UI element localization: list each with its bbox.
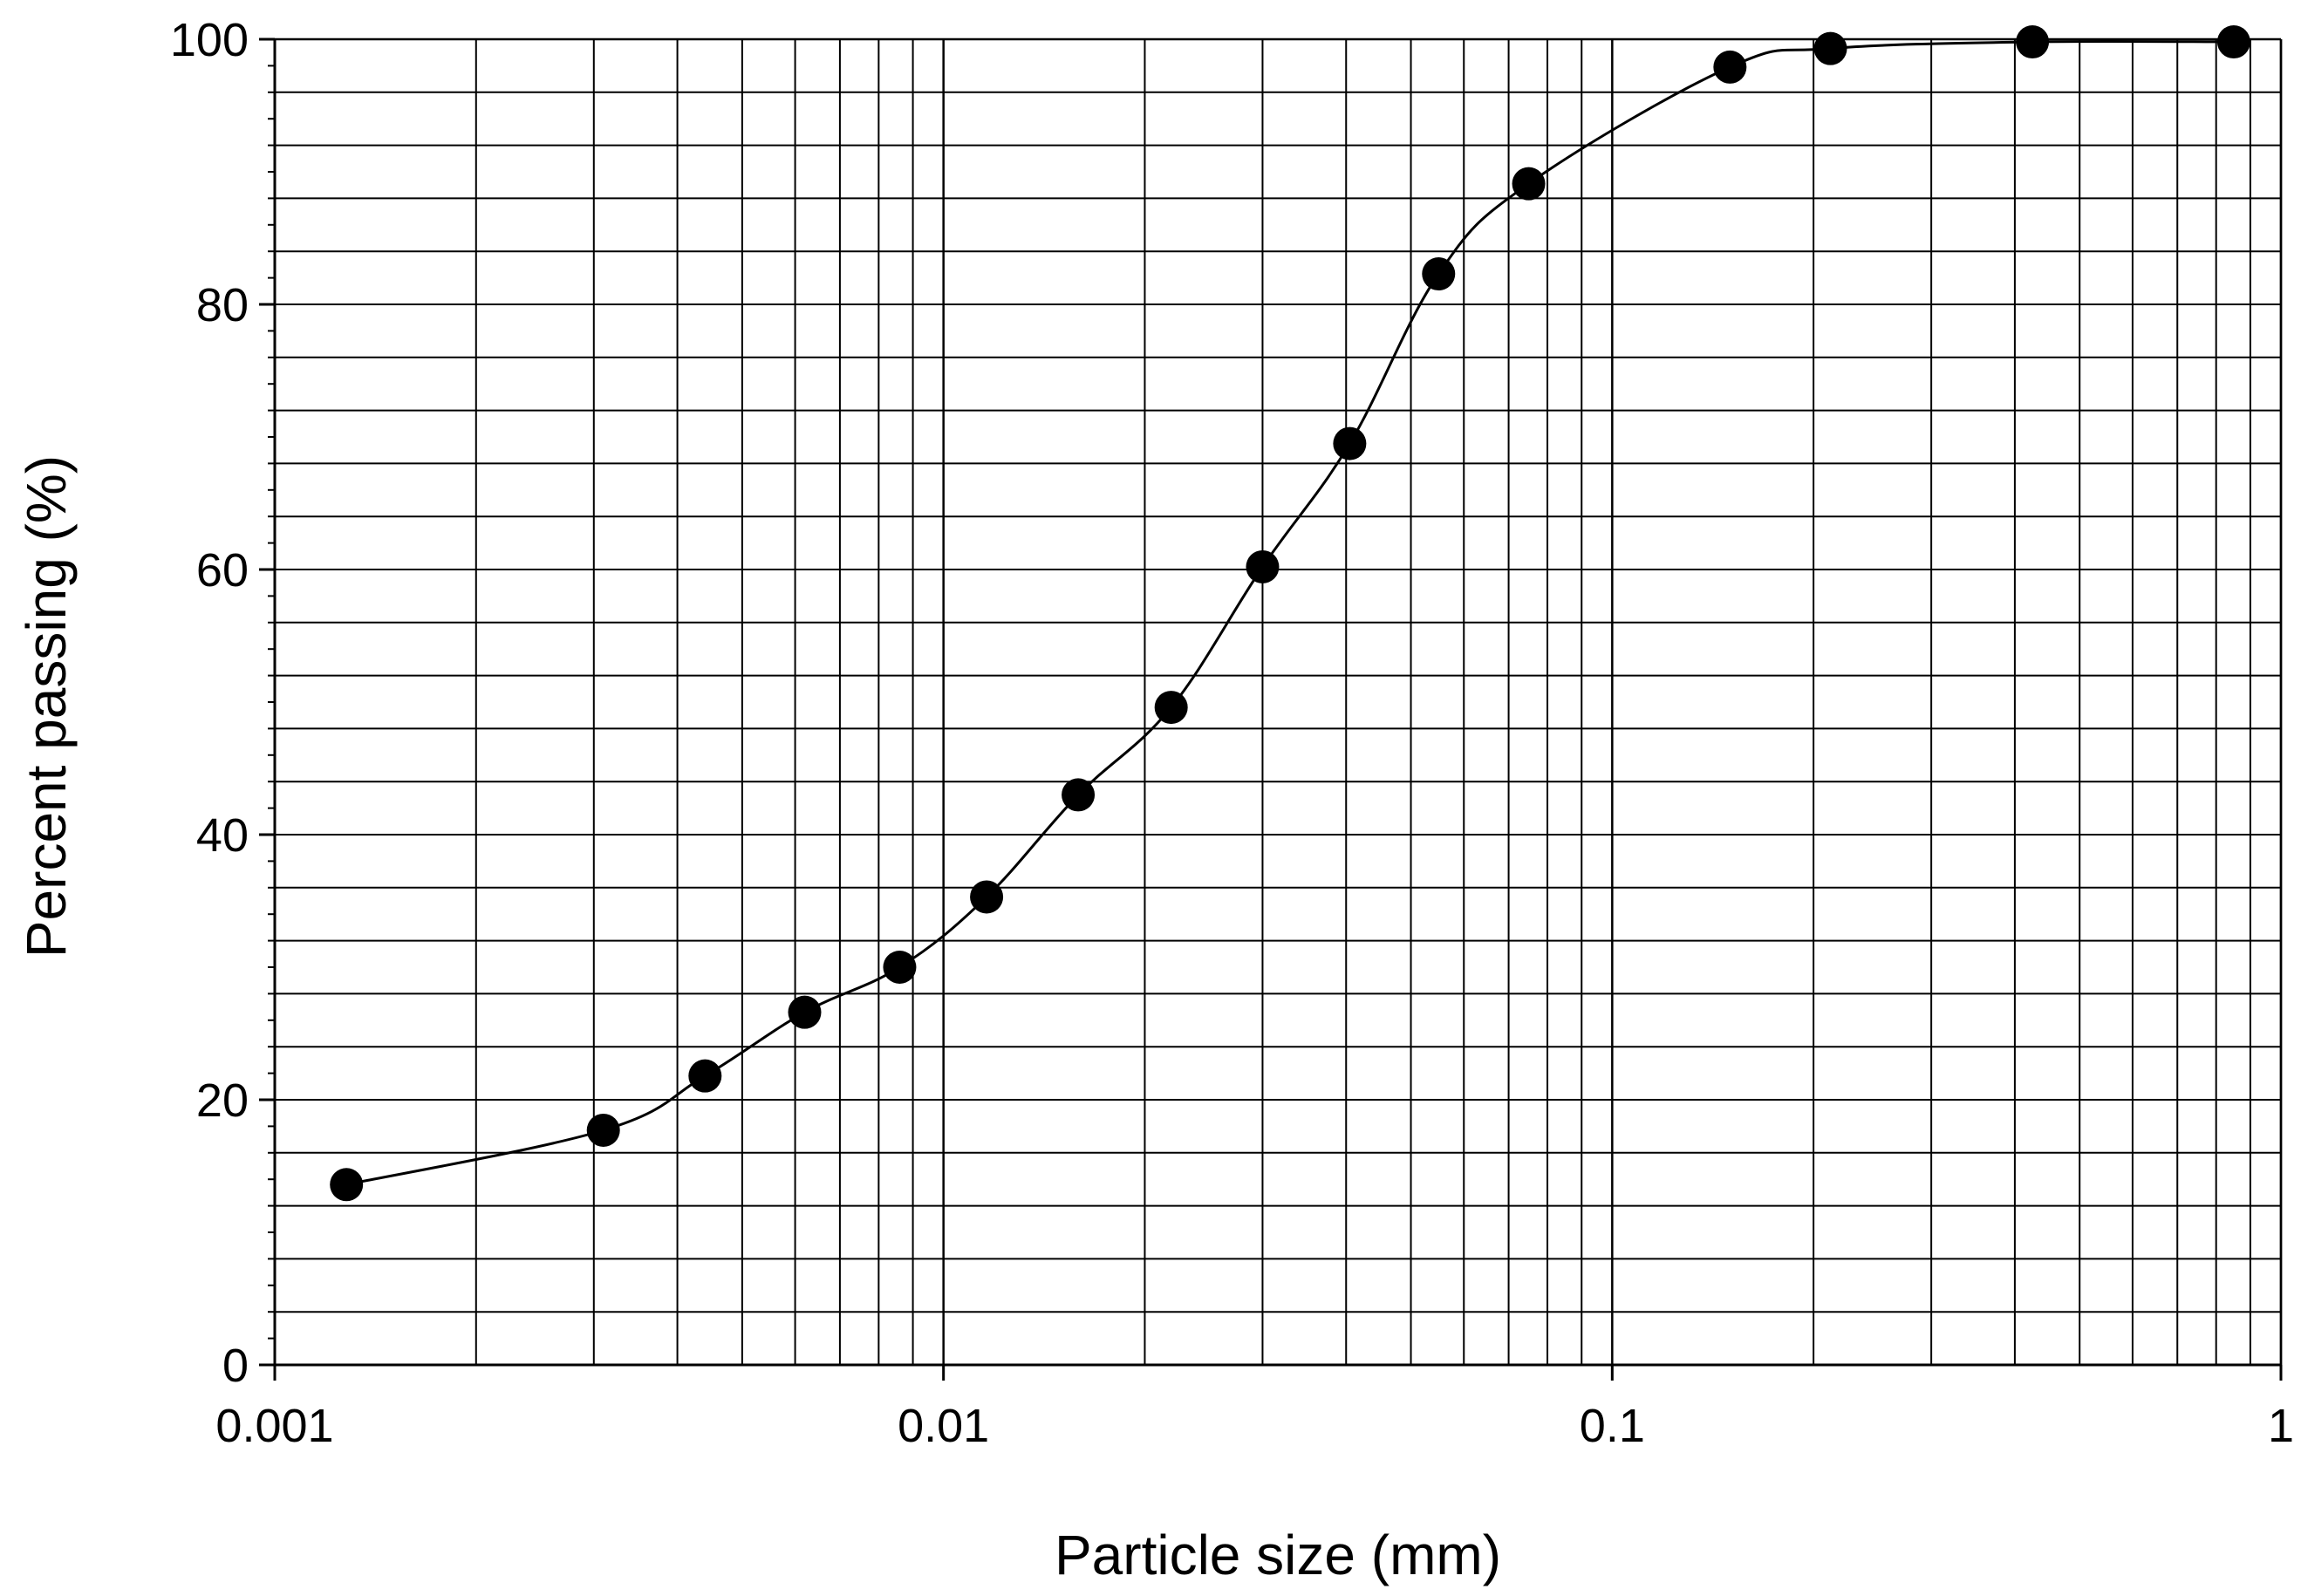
- data-point: [1333, 426, 1367, 460]
- data-point: [883, 951, 917, 984]
- x-tick-label: 0.1: [1580, 1400, 1645, 1452]
- data-point: [1813, 31, 1847, 65]
- y-tick-label: 80: [196, 279, 249, 331]
- data-point: [1154, 691, 1188, 725]
- y-tick-label: 100: [170, 14, 249, 66]
- y-axis-title: Percent passing (%): [15, 455, 78, 958]
- curve: [345, 39, 2234, 1186]
- y-tick-label: 60: [196, 544, 249, 597]
- y-tick-label: 0: [222, 1340, 249, 1392]
- axes: [259, 38, 2283, 1381]
- data-point: [330, 1168, 364, 1202]
- data-point: [2016, 25, 2050, 59]
- data-point: [688, 1059, 722, 1093]
- data-point: [1512, 167, 1546, 201]
- data-point: [2216, 25, 2250, 59]
- x-tick-label: 1: [2268, 1400, 2294, 1452]
- data-point: [1713, 50, 1747, 84]
- data-point: [788, 995, 822, 1029]
- data-point: [970, 880, 1004, 914]
- y-tick-label: 20: [196, 1074, 249, 1127]
- grid: [273, 38, 2283, 1366]
- gradation-curve: [345, 39, 2234, 1186]
- data-point: [586, 1113, 620, 1147]
- data-point: [1062, 778, 1096, 812]
- x-tick-label: 0.001: [215, 1400, 333, 1452]
- data-point: [1246, 549, 1280, 583]
- y-tick-label: 40: [196, 809, 249, 862]
- tick-labels: 0 20 40 60 80 100 0.001 0.01 0.1 1: [170, 14, 2294, 1452]
- x-axis-title: Particle size (mm): [1055, 1524, 1501, 1586]
- data-point: [1422, 257, 1456, 291]
- x-tick-label: 0.01: [898, 1400, 989, 1452]
- data-points: [330, 25, 2250, 1202]
